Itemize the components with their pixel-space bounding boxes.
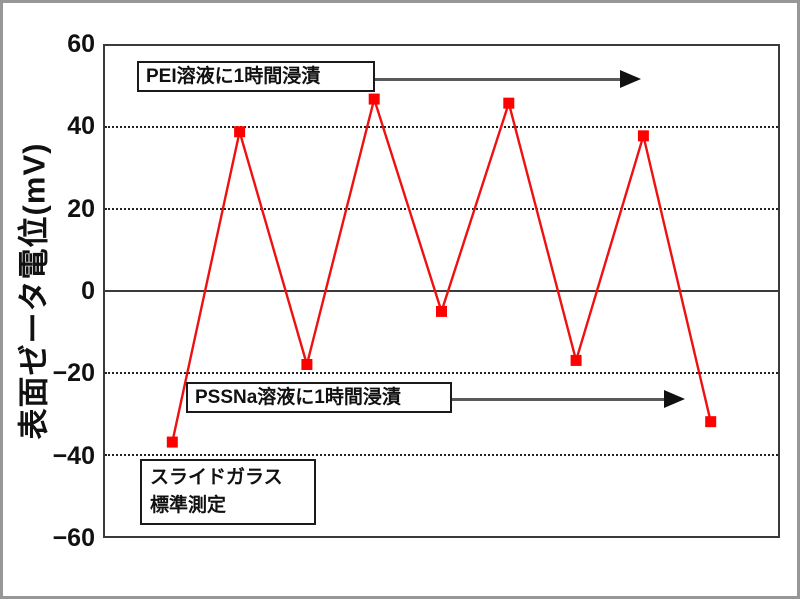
annotation-pei-label: PEI溶液に1時間浸漬 xyxy=(146,66,321,87)
y-tick-label: −40 xyxy=(52,441,95,470)
plot-area xyxy=(103,44,780,538)
pei-arrow-line xyxy=(373,78,621,81)
data-point-marker xyxy=(234,126,246,138)
gridline-minus20 xyxy=(105,372,778,374)
gridline-minus40 xyxy=(105,454,778,456)
annotation-pssna: PSSNa溶液に1時間浸漬 xyxy=(186,382,452,413)
annotation-slide-glass-line2: 標準測定 xyxy=(150,495,227,516)
data-point-marker xyxy=(705,416,717,428)
annotation-pei: PEI溶液に1時間浸漬 xyxy=(137,61,375,92)
gridline-plus40 xyxy=(105,126,778,128)
data-point-marker xyxy=(166,436,178,448)
pei-arrow-head xyxy=(620,70,641,88)
data-series xyxy=(166,93,717,448)
gridline-zero xyxy=(105,290,778,292)
y-tick-label: 60 xyxy=(67,30,95,58)
annotation-slide-glass-line1: スライドガラス xyxy=(150,467,283,488)
annotation-slide-glass: スライドガラス 標準測定 xyxy=(140,459,316,525)
y-tick-label: −60 xyxy=(52,524,95,552)
gridline-plus20 xyxy=(105,208,778,210)
data-point-marker xyxy=(503,97,515,109)
y-tick-label: 0 xyxy=(81,277,95,305)
data-point-marker xyxy=(637,130,649,142)
y-tick-label: −20 xyxy=(52,359,95,388)
pssna-arrow-head xyxy=(664,390,685,408)
annotation-pssna-label: PSSNa溶液に1時間浸漬 xyxy=(195,387,401,408)
data-point-marker xyxy=(301,359,313,370)
data-point-marker xyxy=(368,93,380,105)
pssna-arrow-line xyxy=(450,398,666,401)
data-point-marker xyxy=(570,354,582,366)
y-tick-label: 40 xyxy=(67,112,95,141)
y-tick-label: 20 xyxy=(67,194,95,223)
data-point-marker xyxy=(436,305,447,317)
